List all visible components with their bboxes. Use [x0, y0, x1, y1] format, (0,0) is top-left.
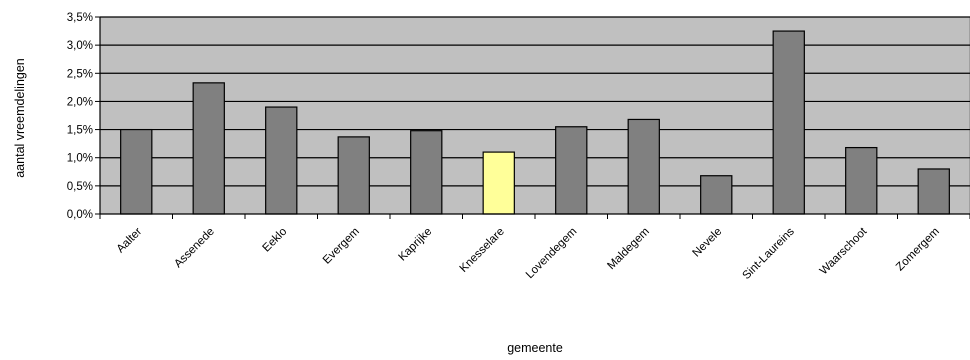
bar-assenede — [192, 82, 225, 215]
gridlines — [100, 16, 970, 187]
bar-sint-laureins — [772, 30, 805, 215]
plot-area — [99, 16, 970, 215]
bar-evergem — [337, 136, 370, 215]
y-tick-label: 3,5% — [67, 12, 93, 24]
y-tick-labels: 0,0% 0,5% 1,0% 1,5% 2,0% 2,5% 3,0% 3,5% — [67, 12, 93, 221]
y-tick-label: 1,5% — [67, 125, 93, 137]
y-tick-label: 2,0% — [67, 96, 93, 108]
bar-nevele — [700, 175, 733, 215]
y-axis-title: aantal vreemdelingen — [13, 58, 27, 178]
x-tick-label: Knesselare — [458, 226, 507, 275]
bars — [120, 30, 950, 215]
x-axis-title: gemeente — [507, 341, 563, 355]
bar-waarschoot — [845, 146, 878, 215]
y-tick-label: 0,5% — [67, 181, 93, 193]
bar-eeklo — [265, 106, 298, 215]
x-tick-label: Assenede — [172, 226, 217, 271]
x-tick-label: Aalter — [115, 226, 145, 256]
x-tick-label: Lovendegem — [524, 226, 580, 282]
x-tick-label: Kaprijke — [396, 226, 434, 264]
bar-aalter — [120, 128, 153, 215]
x-tick-label: Waarschoot — [818, 225, 870, 277]
x-tick-labels: Aalter Assenede Eeklo Evergem Kaprijke Knesse… — [115, 225, 942, 282]
bar-zomergem — [917, 168, 950, 215]
bar-lovendegem — [555, 126, 588, 215]
bar-kaprijke — [410, 130, 443, 215]
y-tick-label: 2,5% — [67, 68, 93, 80]
x-tick-label: Nevele — [691, 226, 725, 260]
x-tick-label: Sint-Laureins — [740, 225, 797, 282]
y-tick-label: 0,0% — [67, 209, 93, 221]
axes — [95, 16, 970, 219]
bar-maldegem — [627, 118, 660, 215]
x-tick-label: Eeklo — [261, 226, 290, 255]
x-tick-label: Evergem — [321, 226, 362, 267]
y-tick-label: 1,0% — [67, 153, 93, 165]
x-tick-label: Maldegem — [605, 226, 651, 272]
y-tick-label: 3,0% — [67, 40, 93, 52]
bar-knesselare — [482, 151, 515, 215]
x-tick-label: Zomergem — [894, 226, 942, 274]
